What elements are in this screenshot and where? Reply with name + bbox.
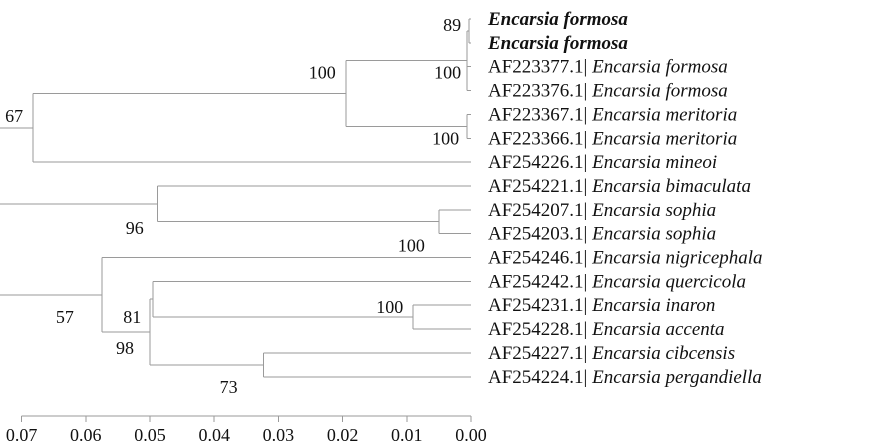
- bootstrap-value-n_top: 67: [5, 106, 23, 126]
- leaf-species: Encarsia sophia: [591, 200, 716, 221]
- scale-tick-label: 0.03: [263, 425, 295, 443]
- leaf-species: Encarsia pergandiella: [591, 367, 762, 388]
- leaf-species: Encarsia meritoria: [591, 128, 737, 149]
- leaf-species: Encarsia formosa: [591, 57, 728, 78]
- leaf-label: AF254203.1| Encarsia sophia: [488, 224, 716, 245]
- leaf-label: AF254221.1| Encarsia bimaculata: [488, 176, 751, 197]
- leaf-accession: AF254228.1|: [488, 319, 592, 340]
- scale-tick-label: 0.02: [327, 425, 359, 443]
- leaf-label: AF223376.1| Encarsia formosa: [488, 81, 728, 102]
- leaf-label: AF254226.1| Encarsia mineoi: [488, 152, 717, 173]
- bootstrap-value-n_meritoria: 100: [432, 128, 459, 148]
- leaf-label: Encarsia formosa: [487, 33, 628, 54]
- bootstrap-value-n_formosa_bold: 89: [443, 15, 461, 35]
- tree-branches: [0, 18, 471, 378]
- leaf-accession: AF254227.1|: [488, 343, 592, 364]
- leaf-accession: AF223376.1|: [488, 81, 592, 102]
- bootstrap-value-n_57: 57: [56, 307, 74, 327]
- leaf-label: AF223367.1| Encarsia meritoria: [488, 104, 737, 125]
- leaf-species: Encarsia cibcensis: [591, 343, 735, 364]
- scale-tick-label: 0.06: [70, 425, 102, 443]
- leaf-label: AF254227.1| Encarsia cibcensis: [488, 343, 735, 364]
- leaf-accession: AF254207.1|: [488, 200, 592, 221]
- bootstrap-value-n_98: 98: [116, 338, 134, 358]
- leaf-label: AF254231.1| Encarsia inaron: [488, 295, 715, 316]
- bootstrap-value-n_bimac: 96: [126, 218, 144, 238]
- leaf-label: AF254207.1| Encarsia sophia: [488, 200, 716, 221]
- leaf-accession: AF223367.1|: [488, 104, 592, 125]
- leaf-label: AF254246.1| Encarsia nigricephala: [488, 248, 763, 269]
- scale-tick-label: 0.07: [6, 425, 38, 443]
- scale-tick-label: 0.04: [198, 425, 230, 443]
- leaf-accession: AF254242.1|: [488, 271, 592, 292]
- scale-tick-label: 0.00: [455, 425, 487, 443]
- leaf-label: AF223377.1| Encarsia formosa: [488, 57, 728, 78]
- leaf-accession: AF254221.1|: [488, 176, 592, 197]
- leaf-species: Encarsia mineoi: [591, 152, 717, 173]
- bootstrap-value-n_cib_perg: 73: [220, 377, 238, 397]
- leaf-accession: AF223377.1|: [488, 57, 592, 78]
- leaf-accession: AF254231.1|: [488, 295, 592, 316]
- bootstrap-value-n_formosa: 100: [434, 63, 461, 83]
- leaf-label: AF254228.1| Encarsia accenta: [488, 319, 725, 340]
- scale-tick-label: 0.05: [134, 425, 166, 443]
- leaf-species: Encarsia inaron: [591, 295, 715, 316]
- bootstrap-value-n_quer: 81: [123, 307, 141, 327]
- leaf-label: Encarsia formosa: [487, 9, 628, 30]
- scale-tick-label: 0.01: [391, 425, 423, 443]
- leaf-accession: AF254226.1|: [488, 152, 592, 173]
- leaf-species: Encarsia accenta: [591, 319, 724, 340]
- leaf-species: Encarsia quercicola: [591, 271, 746, 292]
- bootstrap-value-n_sophia: 100: [398, 236, 425, 256]
- leaf-species: Encarsia formosa: [591, 81, 728, 102]
- leaf-label: AF223366.1| Encarsia meritoria: [488, 128, 737, 149]
- leaf-accession: AF254203.1|: [488, 224, 592, 245]
- leaf-accession: AF254224.1|: [488, 367, 592, 388]
- bootstrap-values: 89 100 100 100 67 100 96 100 81 73 98 57: [5, 15, 461, 397]
- leaf-species: Encarsia sophia: [591, 224, 716, 245]
- leaf-species: Encarsia nigricephala: [591, 248, 762, 269]
- leaf-accession: AF254246.1|: [488, 248, 592, 269]
- bootstrap-value-n_form_merit: 100: [309, 63, 336, 83]
- scale-axis: 0.07 0.06 0.05 0.04 0.03 0.02 0.01 0.00: [6, 415, 487, 443]
- leaf-species: Encarsia meritoria: [591, 104, 737, 125]
- leaf-species: Encarsia bimaculata: [591, 176, 751, 197]
- leaf-accession: AF223366.1|: [488, 128, 592, 149]
- leaf-label: AF254224.1| Encarsia pergandiella: [488, 367, 762, 388]
- leaf-label: AF254242.1| Encarsia quercicola: [488, 271, 746, 292]
- bootstrap-value-n_inar_acc: 100: [376, 297, 403, 317]
- leaf-species: Encarsia formosa: [487, 33, 628, 54]
- leaf-species: Encarsia formosa: [487, 9, 628, 30]
